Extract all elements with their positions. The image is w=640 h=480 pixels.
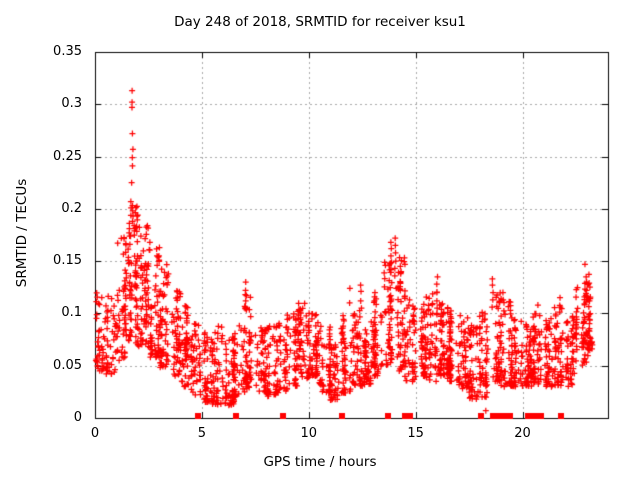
y-tick-label: 0.35	[53, 44, 82, 59]
y-tick-label: 0	[73, 410, 82, 425]
chart-title: Day 248 of 2018, SRMTID for receiver ksu…	[174, 14, 466, 30]
y-tick-label: 0.1	[61, 305, 82, 321]
y-axis-label: SRMTID / TECUs	[14, 178, 30, 288]
x-axis-label: GPS time / hours	[263, 454, 377, 470]
y-tick-label: 0.2	[61, 200, 82, 216]
x-tick-label: 5	[197, 426, 207, 441]
x-tick-label: 0	[90, 426, 100, 441]
y-tick-label: 0.25	[53, 148, 82, 164]
x-tick-label: 15	[407, 426, 424, 441]
x-tick-label: 10	[300, 426, 318, 441]
y-tick-label: 0.15	[53, 253, 82, 269]
y-tick-label: 0.3	[61, 96, 82, 112]
x-tick-label: 20	[514, 426, 531, 441]
y-tick-label: 0.05	[53, 357, 82, 373]
